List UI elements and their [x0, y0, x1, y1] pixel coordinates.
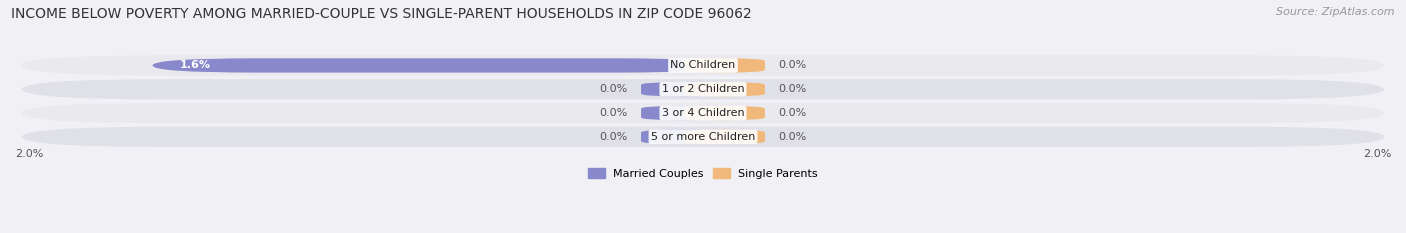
Text: 1 or 2 Children: 1 or 2 Children — [662, 84, 744, 94]
Text: 2.0%: 2.0% — [1362, 149, 1391, 159]
Text: 0.0%: 0.0% — [599, 108, 627, 118]
FancyBboxPatch shape — [685, 106, 765, 120]
Text: 5 or more Children: 5 or more Children — [651, 132, 755, 142]
FancyBboxPatch shape — [685, 82, 765, 96]
Text: 0.0%: 0.0% — [779, 84, 807, 94]
FancyBboxPatch shape — [22, 79, 1384, 99]
FancyBboxPatch shape — [685, 130, 765, 144]
Text: 0.0%: 0.0% — [599, 84, 627, 94]
Text: INCOME BELOW POVERTY AMONG MARRIED-COUPLE VS SINGLE-PARENT HOUSEHOLDS IN ZIP COD: INCOME BELOW POVERTY AMONG MARRIED-COUPL… — [11, 7, 752, 21]
Legend: Married Couples, Single Parents: Married Couples, Single Parents — [588, 168, 818, 179]
Text: 0.0%: 0.0% — [779, 132, 807, 142]
FancyBboxPatch shape — [22, 103, 1384, 123]
Text: Source: ZipAtlas.com: Source: ZipAtlas.com — [1277, 7, 1395, 17]
Text: 2.0%: 2.0% — [15, 149, 44, 159]
Text: 3 or 4 Children: 3 or 4 Children — [662, 108, 744, 118]
Text: No Children: No Children — [671, 60, 735, 70]
FancyBboxPatch shape — [641, 130, 721, 144]
FancyBboxPatch shape — [641, 82, 721, 96]
Text: 0.0%: 0.0% — [779, 60, 807, 70]
FancyBboxPatch shape — [22, 127, 1384, 147]
FancyBboxPatch shape — [685, 58, 765, 73]
Text: 0.0%: 0.0% — [599, 132, 627, 142]
Text: 1.6%: 1.6% — [180, 60, 211, 70]
FancyBboxPatch shape — [22, 55, 1384, 75]
FancyBboxPatch shape — [641, 106, 721, 120]
Text: 0.0%: 0.0% — [779, 108, 807, 118]
FancyBboxPatch shape — [153, 58, 721, 73]
